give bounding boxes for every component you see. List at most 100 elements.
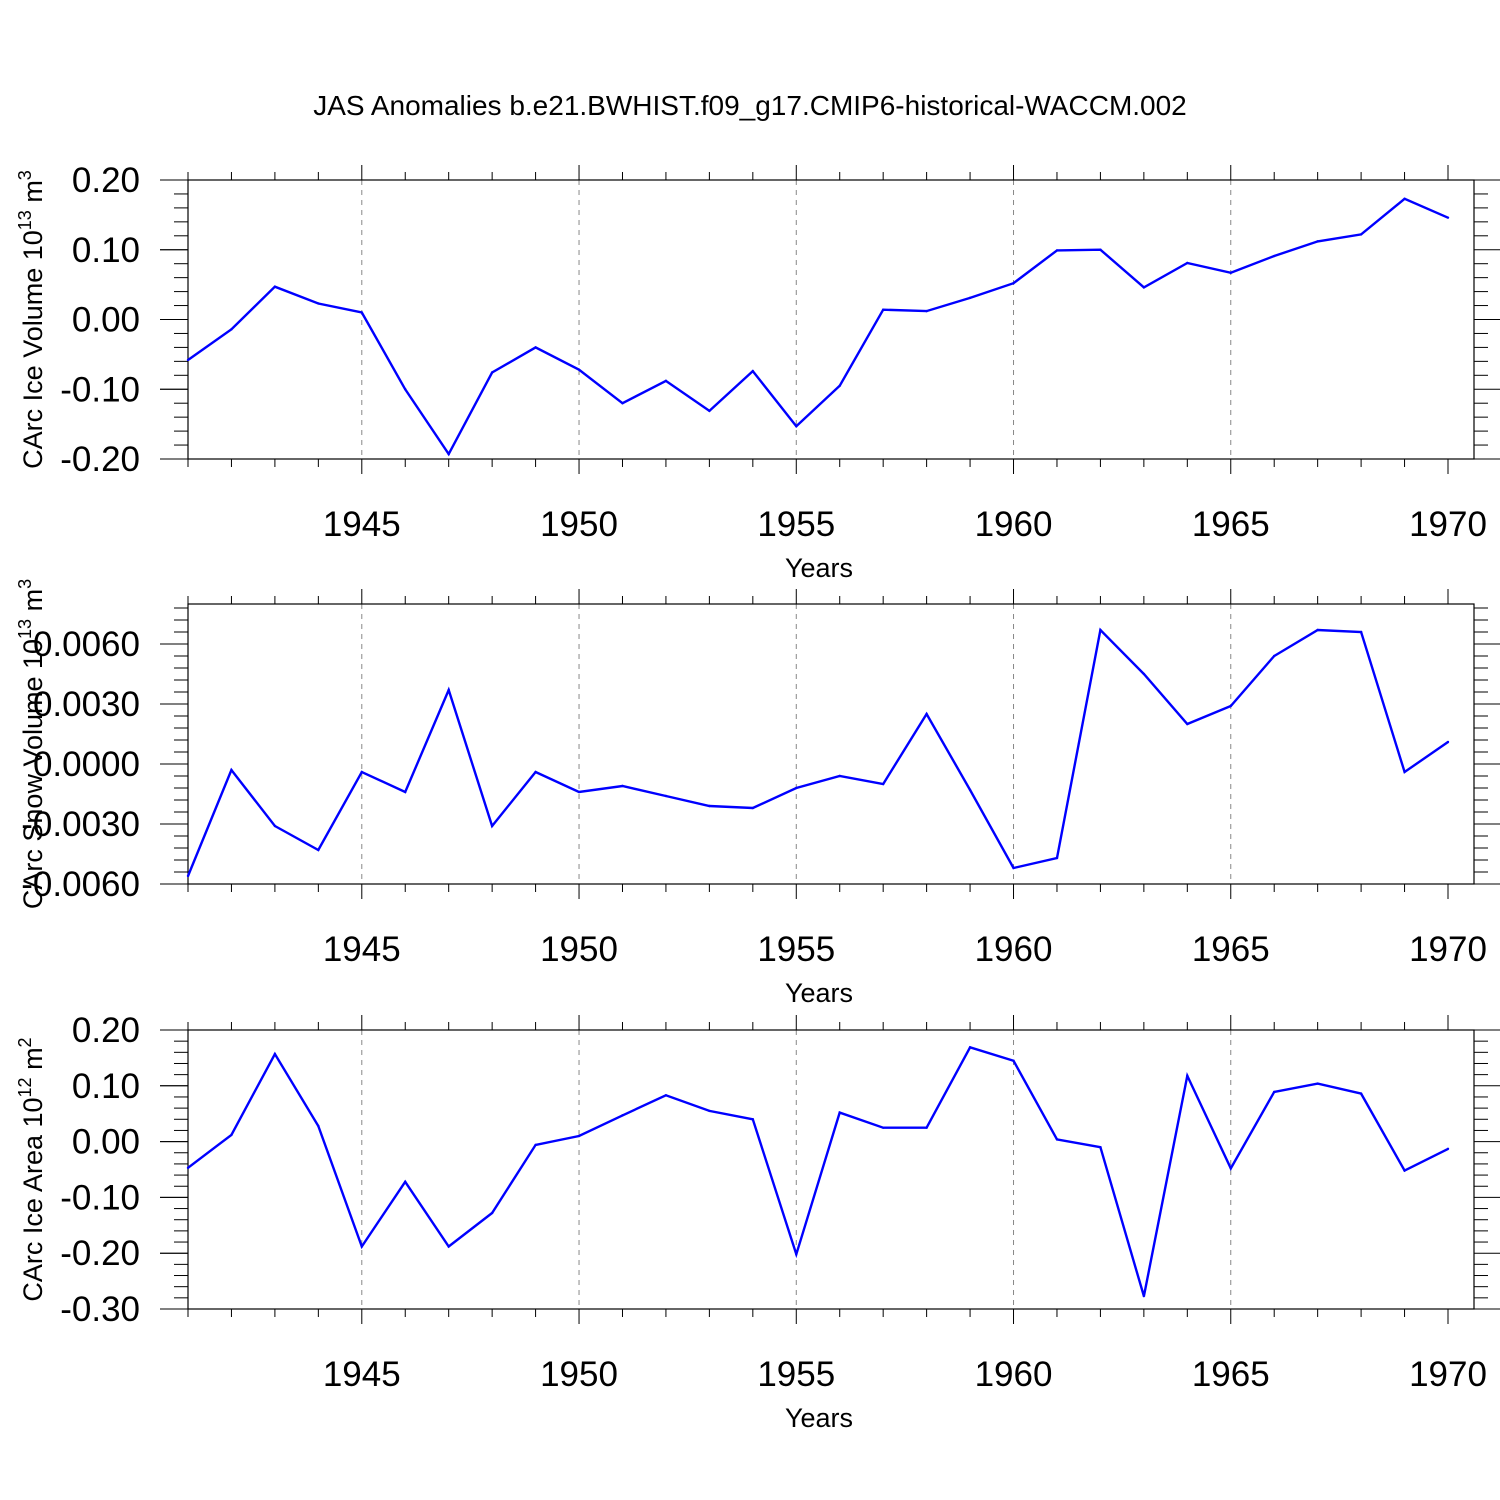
panel-ice-volume: 1945 1950 1955 1960 1965 1970 Years -0.20 -0.10 0… [15,161,1500,583]
data-point-1964 [1186,722,1189,726]
data-point-1965 [1229,704,1232,708]
y-axis-label: CArc Ice Area 1012 m2 [15,1037,48,1301]
data-point-1953 [708,1109,711,1113]
data-point-1969 [1403,197,1406,201]
data-point-1958 [925,1126,928,1129]
x-axis-label: Years [785,553,853,583]
data-point-1943 [273,1052,277,1056]
x-tick-label: 1970 [1409,1355,1487,1394]
data-point-1941 [186,1166,190,1170]
data-point-1956 [838,1111,841,1114]
data-point-1959 [968,1046,972,1049]
x-tick-label: 1955 [757,1355,835,1394]
data-point-1941 [186,874,190,878]
data-point-1946 [404,1180,407,1183]
data-point-1944 [317,302,320,305]
data-point-1961 [1055,249,1059,252]
data-point-1964 [1186,1074,1189,1077]
y-tick-label: -0.20 [60,440,140,479]
data-point-1960 [1012,1059,1015,1062]
x-tick-label: 1965 [1192,930,1270,969]
y-tick-label: -0.0030 [21,805,140,844]
data-point-1951 [621,402,624,405]
data-point-1950 [577,368,581,371]
data-point-1962 [1099,1145,1102,1149]
x-tick-label: 1950 [540,505,618,544]
x-tick-label: 1950 [540,930,618,969]
data-point-1941 [186,358,190,362]
data-point-1968 [1359,1092,1363,1095]
x-tick-label: 1970 [1409,930,1487,969]
data-point-1950 [577,1134,581,1138]
data-point-1947 [447,452,450,456]
data-point-1958 [925,309,928,313]
data-point-1945 [360,1245,363,1248]
y-axis-label: CArc Snow Volume 1013 m3 [15,579,48,909]
data-point-1953 [708,804,711,808]
y-tick-label: 0.0060 [33,625,140,664]
data-point-1966 [1273,1090,1276,1094]
data-point-1959 [968,296,972,300]
data-point-1965 [1229,271,1232,274]
y-tick-label: 0.00 [72,301,140,340]
y-axis-label: CArc Ice Volume 1013 m3 [15,170,48,469]
data-point-1954 [751,806,755,810]
data-point-1954 [751,369,755,373]
plot-frame [187,603,1475,885]
x-tick-label: 1960 [975,505,1053,544]
y-tick-label: -0.10 [60,370,140,409]
data-point-1945 [360,311,363,314]
data-point-1955 [795,786,798,790]
data-point-1967 [1316,1082,1319,1085]
x-axis-label: Years [785,1403,853,1433]
series-line [186,627,1449,877]
data-point-1967 [1316,628,1319,632]
panel-ice-area: 1945 1950 1955 1960 1965 1970 Years -0.30 -0.20 -… [15,1011,1500,1433]
data-point-1943 [273,824,277,828]
x-tick-label: 1965 [1192,505,1270,544]
y-tick-label: -0.20 [60,1234,140,1273]
data-point-1963 [1142,286,1146,289]
data-point-1968 [1359,630,1363,634]
plot-frame [187,1029,1475,1310]
x-tick-label: 1960 [975,930,1053,969]
data-point-1970 [1446,216,1450,219]
data-point-1967 [1316,240,1319,243]
data-point-1965 [1229,1167,1232,1170]
data-point-1957 [881,1126,885,1129]
x-tick-label: 1955 [757,930,835,969]
data-point-1959 [968,788,972,792]
data-point-1958 [925,712,928,716]
data-point-1942 [230,328,233,331]
data-point-1944 [317,1124,320,1128]
data-point-1949 [534,770,537,774]
series-line [187,1045,1449,1297]
data-point-1970 [1446,1147,1450,1151]
data-point-1963 [1142,672,1146,676]
x-tick-label: 1955 [757,505,835,544]
data-point-1957 [881,782,885,786]
data-point-1969 [1403,770,1406,774]
x-tick-label: 1945 [323,505,401,544]
y-tick-label: 0.10 [72,231,140,270]
data-point-1955 [795,425,798,428]
y-tick-label: 0.10 [72,1067,140,1106]
data-point-1949 [534,346,537,349]
panel-snow-volume: 1945 1950 1955 1960 1965 1970 Years -0.0060 -0.0… [15,579,1500,1008]
data-point-1961 [1055,1138,1059,1141]
data-point-1950 [577,790,581,794]
data-point-1960 [1012,282,1015,285]
data-point-1961 [1055,856,1059,860]
data-point-1960 [1012,866,1015,870]
x-tick-label: 1945 [323,930,401,969]
data-point-1970 [1446,740,1450,744]
data-point-1946 [404,388,407,391]
data-point-1949 [534,1143,537,1147]
data-point-1948 [490,371,494,374]
series-line [187,197,1449,457]
data-point-1947 [447,1245,450,1248]
y-tick-label: 0.00 [72,1123,140,1162]
data-point-1969 [1403,1169,1406,1172]
x-tick-label: 1970 [1409,505,1487,544]
x-tick-label: 1965 [1192,1355,1270,1394]
